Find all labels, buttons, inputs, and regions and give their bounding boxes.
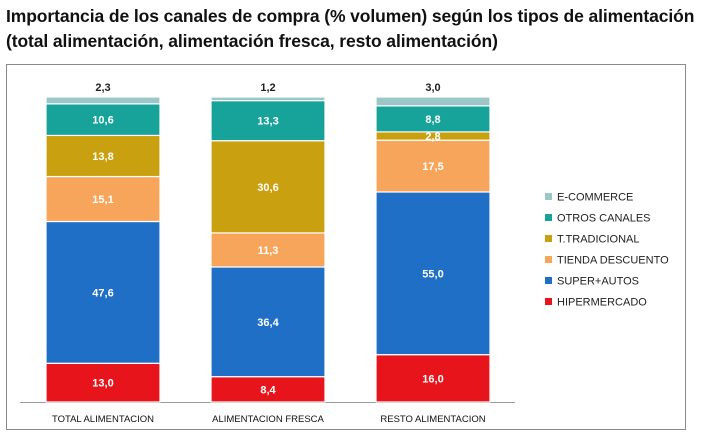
bar-segment-otros-canales-1 [45, 103, 161, 137]
legend-swatch-otros-canales [545, 214, 552, 221]
bar-segment-otros-canales-3 [375, 105, 491, 133]
data-label-hipermercado-3: 16,0 [422, 373, 443, 385]
bar-segment-super-autos-2 [210, 266, 326, 378]
bar-segment-t-tradicional-2 [210, 140, 326, 234]
category-label-1: TOTAL ALIMENTACION [52, 414, 154, 425]
legend-swatch-t-tradicional [545, 235, 552, 242]
data-label-hipermercado-1: 13,0 [92, 378, 113, 390]
data-label-super-autos-2: 36,4 [257, 317, 279, 329]
data-label-e-commerce-2: 1,2 [260, 82, 275, 94]
legend-group: E-COMMERCE OTROS CANALES T.TRADICIONAL TIEN… [545, 192, 669, 309]
legend-label-super-autos: SUPER+AUTOS [557, 276, 639, 288]
bar-segment-hipermercado-2 [210, 376, 326, 403]
bar-segment-tienda-descuento-2 [210, 232, 326, 268]
bar-segment-hipermercado-3 [375, 354, 491, 403]
legend-label-hipermercado: HIPERMERCADO [557, 297, 647, 309]
bar-segment-tienda-descuento-1 [45, 175, 161, 223]
bar-segment-t-tradicional-1 [45, 134, 161, 178]
bar-segment-tienda-descuento-3 [375, 139, 491, 193]
bar-segment-e-commerce-1 [45, 96, 161, 105]
data-label-tienda-descuento-3: 17,5 [422, 161, 443, 173]
data-label-hipermercado-2: 8,4 [260, 384, 276, 396]
bar-segment-e-commerce-3 [375, 96, 491, 107]
legend-label-otros-canales: OTROS CANALES [557, 213, 651, 225]
data-label-t-tradicional-3: 2,8 [425, 131, 440, 143]
category-label-3: RESTO ALIMENTACION [380, 414, 485, 425]
legend-swatch-hipermercado [545, 298, 552, 305]
data-label-super-autos-3: 55,0 [422, 268, 443, 280]
bar-segment-e-commerce-2 [210, 96, 326, 102]
data-label-tienda-descuento-1: 15,1 [92, 194, 113, 206]
legend-label-tienda-descuento: TIENDA DESCUENTO [557, 255, 669, 267]
legend-swatch-tienda-descuento [545, 256, 552, 263]
category-label-2: ALIMENTACION FRESCA [212, 414, 324, 425]
data-label-tienda-descuento-2: 11,3 [258, 245, 279, 257]
legend-swatch-e-commerce [545, 193, 552, 200]
legend-label-e-commerce: E-COMMERCE [557, 192, 633, 204]
data-label-otros-canales-3: 8,8 [425, 114, 440, 126]
legend-label-t-tradicional: T.TRADICIONAL [557, 234, 640, 246]
data-label-otros-canales-1: 10,6 [92, 115, 113, 127]
bars-group: 13,0 47,6 15,1 13,8 10,6 2,3 TOTAL ALIMENTACIO… [20, 82, 515, 425]
data-label-e-commerce-3: 3,0 [425, 82, 440, 94]
data-label-e-commerce-1: 2,3 [95, 82, 110, 94]
chart-title: Importancia de los canales de compra (% … [6, 4, 722, 54]
legend-swatch-super-autos [545, 277, 552, 284]
bar-segment-super-autos-1 [45, 220, 161, 364]
data-label-otros-canales-2: 13,3 [257, 116, 278, 128]
data-label-t-tradicional-2: 30,6 [257, 182, 278, 194]
chart-title-line-1: Importancia de los canales de compra (% … [6, 6, 695, 26]
data-label-super-autos-1: 47,6 [92, 287, 113, 299]
data-label-t-tradicional-1: 13,8 [92, 151, 113, 163]
chart-title-line-2: (total alimentación, alimentación fresca… [6, 31, 498, 51]
bar-segment-otros-canales-2 [210, 100, 326, 142]
